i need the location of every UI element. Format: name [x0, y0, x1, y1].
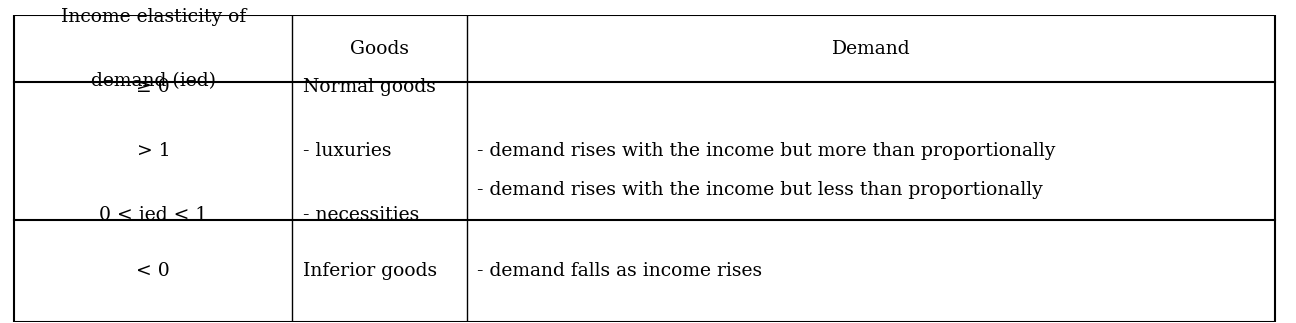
Text: Normal goods

- luxuries

- necessities: Normal goods - luxuries - necessities — [303, 78, 435, 224]
Text: - demand falls as income rises: - demand falls as income rises — [477, 262, 762, 280]
Text: Income elasticity of

demand (ied): Income elasticity of demand (ied) — [61, 8, 246, 90]
Text: - demand rises with the income but less than proportionally: - demand rises with the income but less … — [477, 181, 1043, 199]
Text: < 0: < 0 — [136, 262, 170, 280]
Text: ≥ 0

> 1

0 < ied < 1: ≥ 0 > 1 0 < ied < 1 — [100, 78, 207, 224]
Text: Demand: Demand — [832, 40, 910, 58]
Text: Goods: Goods — [350, 40, 410, 58]
Text: - demand rises with the income but more than proportionally: - demand rises with the income but more … — [477, 142, 1056, 161]
Text: Inferior goods: Inferior goods — [303, 262, 437, 280]
